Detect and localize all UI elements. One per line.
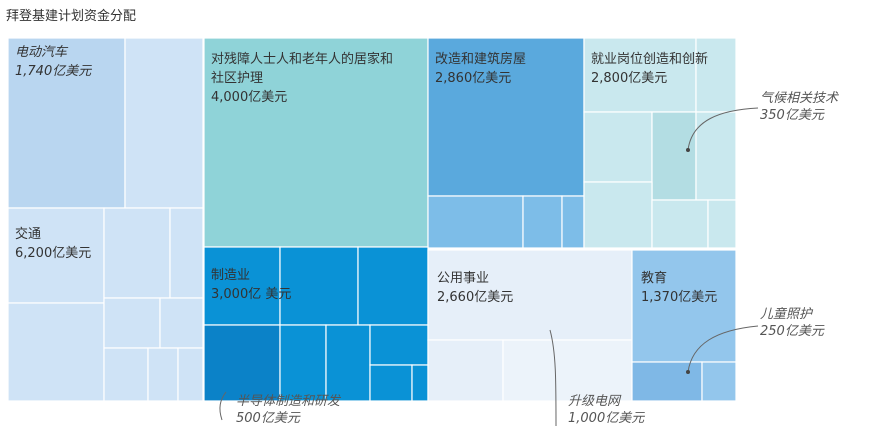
label-mfg-name: 制造业 [211, 268, 250, 283]
label-care-name-1: 对残障人士人和老年人的居家和 [211, 51, 393, 67]
annotation-semiconductor-value: 500亿美元 [236, 411, 301, 426]
cell-housing-a [427, 195, 524, 249]
leader-childcare [687, 325, 759, 373]
marker-climate [686, 148, 690, 152]
cell-grid [427, 339, 504, 402]
cell-mfg-e [325, 324, 371, 402]
cell-transport-g [159, 297, 204, 349]
cell-mfg-b [279, 246, 359, 326]
annotation-climate-name: 气候相关技术 [760, 91, 839, 106]
cell-utility [427, 249, 633, 341]
annotation-childcare-name: 儿童照护 [760, 306, 814, 322]
marker-childcare [686, 370, 690, 374]
label-utility-name: 公用事业 [437, 271, 489, 286]
label-jobs-name: 就业岗位创造和创新 [591, 51, 708, 67]
label-transport-name: 交通 [15, 226, 41, 242]
cell-climate-tech [651, 111, 697, 201]
cell-mfg-g [369, 364, 413, 402]
cell-transport-f [103, 297, 161, 349]
label-ev-name: 电动汽车 [15, 45, 69, 60]
cell-transport-e [7, 302, 105, 402]
leader-climate [687, 107, 759, 151]
label-care-name-2: 社区护理 [211, 70, 263, 86]
label-housing-name: 改造和建筑房屋 [435, 51, 526, 67]
cell-jobs-b [695, 37, 737, 113]
annotation-semiconductor-name: 半导体制造和研发 [236, 394, 342, 409]
cell-mfg-a [203, 246, 281, 326]
label-utility-value: 2,660亿美元 [437, 290, 513, 305]
cell-mfg-f [369, 324, 429, 366]
cell-mfg-d [279, 324, 327, 402]
annotation-climate-value: 350亿美元 [760, 108, 825, 123]
cell-transport-j [177, 347, 204, 402]
cell-housing-b [522, 195, 563, 249]
cell-transport-a [124, 37, 204, 209]
cell-transport-i [147, 347, 179, 402]
label-ev-value: 1,740亿美元 [15, 64, 92, 79]
cell-jobs-d [695, 111, 737, 201]
cell-transport-c [103, 207, 171, 299]
cell-jobs-g [707, 199, 737, 249]
cell-utility-b [502, 339, 633, 402]
label-mfg-value: 3,000亿 美元 [211, 287, 291, 302]
cell-care [203, 37, 429, 248]
cell-semiconductor [203, 324, 281, 402]
cell-transport-d [169, 207, 204, 299]
leader-semiconductor [219, 391, 227, 421]
label-education-value: 1,370亿美元 [641, 290, 717, 305]
cell-jobs-c [583, 111, 653, 183]
label-jobs-value: 2,800亿美元 [591, 71, 667, 86]
cell-childcare [631, 361, 703, 402]
leader-grid [549, 329, 557, 427]
cell-jobs-f [651, 199, 709, 249]
annotation-grid-value: 1,000亿美元 [568, 411, 645, 426]
cell-jobs-e [583, 181, 653, 249]
label-care-value: 4,000亿美元 [211, 90, 287, 105]
cell-mfg-h [411, 364, 429, 402]
cell-housing-c [561, 195, 585, 249]
label-education-name: 教育 [641, 270, 667, 286]
annotation-childcare-value: 250亿美元 [760, 324, 825, 339]
cell-mfg-c [357, 246, 429, 326]
cell-education [631, 249, 737, 363]
cell-transport-h [103, 347, 149, 402]
cell-education-b [701, 361, 737, 402]
label-housing-value: 2,860亿美元 [435, 71, 511, 86]
chart-title: 拜登基建计划资金分配 [6, 9, 137, 24]
annotation-grid-name: 升级电网 [568, 394, 622, 409]
label-transport-value: 6,200亿美元 [15, 246, 91, 261]
